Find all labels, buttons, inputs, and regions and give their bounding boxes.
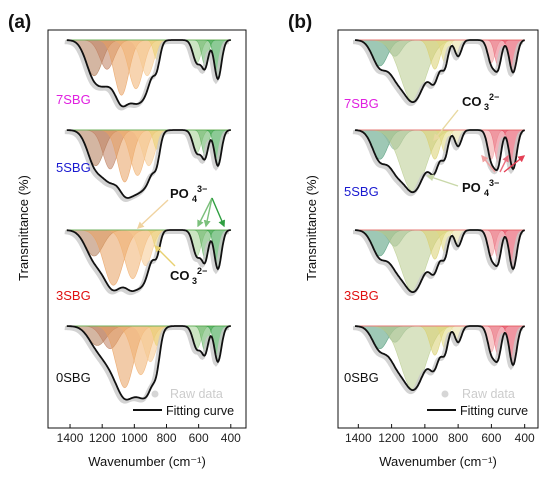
spectrum-5sbg: 5SBG [344, 129, 525, 199]
panel-b-po4-sup: 3− [489, 178, 499, 188]
raw-data-curve [64, 230, 229, 296]
fitting-curve [354, 129, 525, 194]
panel-a-po4-sup: 3− [197, 184, 207, 194]
panel-a-po4-ion: PO [170, 186, 189, 201]
panel-b-po4-sub: 4 [484, 188, 489, 198]
panel-a-xticks: 1400 1200 1000 800 600 400 [57, 424, 241, 445]
xtick-label: 1200 [89, 431, 116, 445]
panel-b-po4-arrow-3 [499, 154, 509, 173]
raw-data-curve [64, 130, 230, 203]
panel-a-co3-arrow [154, 245, 176, 267]
band-9 [66, 39, 232, 80]
panel-b-po4-ion: PO [462, 180, 481, 195]
fitting-curve [66, 229, 231, 292]
spectrum-7sbg: 7SBG [344, 39, 525, 111]
panel-b-annotation-po4: PO 4 3− [426, 154, 526, 198]
sample-label-0sbg: 0SBG [56, 370, 91, 385]
panel-b-legend-raw-label: Raw data [462, 387, 515, 401]
panel-b-legend-fit-label: Fitting curve [460, 404, 528, 418]
xtick-label: 400 [221, 431, 241, 445]
panel-b-label: (b) [288, 12, 312, 33]
panel-b-co3-sup: 2− [489, 92, 499, 102]
xtick-label: 1400 [345, 431, 372, 445]
xtick-label: 1200 [378, 431, 405, 445]
sample-label-3sbg: 3SBG [344, 288, 379, 303]
panel-a-po4-arrow-1 [136, 199, 169, 229]
panel-a-spectra: 7SBG 5SBG 3SBG 0SBG [56, 39, 232, 404]
panel-a-co3-sup: 2− [197, 266, 207, 276]
panel-a-frame [47, 29, 247, 429]
fitting-curve [355, 39, 525, 103]
panel-a-po4-arrow-3 [203, 197, 213, 228]
panel-a-legend-raw-marker [151, 390, 159, 398]
spectrum-3sbg: 3SBG [56, 229, 232, 303]
xtick-label: 1400 [57, 431, 84, 445]
panel-b-co3-ion: CO [462, 94, 482, 109]
panel-a-annotation-po4: PO 4 3− [136, 184, 226, 229]
panel-b-legend: Raw data Fitting curve [427, 387, 528, 418]
sample-label-7sbg: 7SBG [56, 92, 91, 107]
spectrum-7sbg: 7SBG [56, 39, 232, 111]
sample-label-5sbg: 5SBG [56, 160, 91, 175]
sample-label-3sbg: 3SBG [56, 288, 91, 303]
panel-a-po4-arrow-2 [197, 197, 213, 228]
panel-b: (b) Transmittance (%) Wavenumber (cm⁻¹) … [288, 12, 539, 469]
panel-b-spectra: 7SBG 5SBG 3SBG 0SBG [344, 39, 525, 395]
xtick-label: 800 [156, 431, 176, 445]
panel-a: (a) Transmittance (%) Wavenumber (cm⁻¹) … [8, 12, 247, 469]
xtick-label: 600 [481, 431, 501, 445]
fitting-curve [66, 129, 231, 199]
panel-b-co3-arrow [433, 109, 459, 142]
panel-b-xlabel: Wavenumber (cm⁻¹) [379, 454, 497, 469]
xtick-label: 800 [448, 431, 468, 445]
panel-b-co3-sub: 3 [484, 102, 489, 112]
sample-label-0sbg: 0SBG [344, 370, 379, 385]
fitting-curve [66, 325, 231, 401]
panel-a-po4-arrow-4 [211, 197, 226, 228]
spectrum-0sbg: 0SBG [56, 325, 231, 404]
panel-a-co3-sub: 3 [192, 276, 197, 286]
band-9 [355, 129, 525, 170]
spectrum-5sbg: 5SBG [56, 129, 231, 203]
fitting-curve [66, 39, 231, 108]
band-9 [355, 325, 525, 366]
panel-b-legend-raw-marker [441, 390, 449, 398]
panel-a-legend: Raw data Fitting curve [133, 387, 234, 418]
xtick-label: 400 [515, 431, 535, 445]
xtick-label: 1000 [121, 431, 148, 445]
raw-data-curve [64, 40, 229, 111]
spectrum-0sbg: 0SBG [344, 325, 525, 395]
sample-label-5sbg: 5SBG [344, 184, 379, 199]
panel-b-ylabel: Transmittance (%) [304, 175, 319, 281]
panel-a-po4-sub: 4 [192, 194, 197, 204]
panel-b-po4-arrow-2 [481, 154, 496, 173]
xtick-label: 600 [189, 431, 209, 445]
band-9 [66, 325, 231, 363]
panel-a-xlabel: Wavenumber (cm⁻¹) [88, 454, 206, 469]
panel-a-legend-fit-label: Fitting curve [166, 404, 234, 418]
band-9 [66, 129, 231, 167]
fitting-curve [355, 229, 525, 293]
panel-a-legend-raw-label: Raw data [170, 387, 223, 401]
spectrum-3sbg: 3SBG [344, 229, 525, 303]
panel-b-po4-arrow-4 [503, 155, 526, 173]
panel-a-co3-ion: CO [170, 268, 190, 283]
panel-a-label: (a) [8, 12, 31, 33]
fitting-curve [355, 325, 525, 391]
band-8 [66, 229, 232, 270]
sample-label-7sbg: 7SBG [344, 96, 379, 111]
xtick-label: 1000 [412, 431, 439, 445]
panel-b-frame [337, 29, 539, 429]
panel-a-annotation-co3: CO 3 2− [154, 245, 207, 286]
band-9 [355, 229, 525, 270]
panel-b-po4-arrow-1 [426, 174, 459, 187]
panel-a-ylabel: Transmittance (%) [16, 175, 31, 281]
panel-b-xticks: 1400 1200 1000 800 600 400 [345, 424, 535, 445]
panel-b-annotation-co3: CO 3 2− [433, 92, 499, 142]
band-9 [355, 39, 525, 73]
